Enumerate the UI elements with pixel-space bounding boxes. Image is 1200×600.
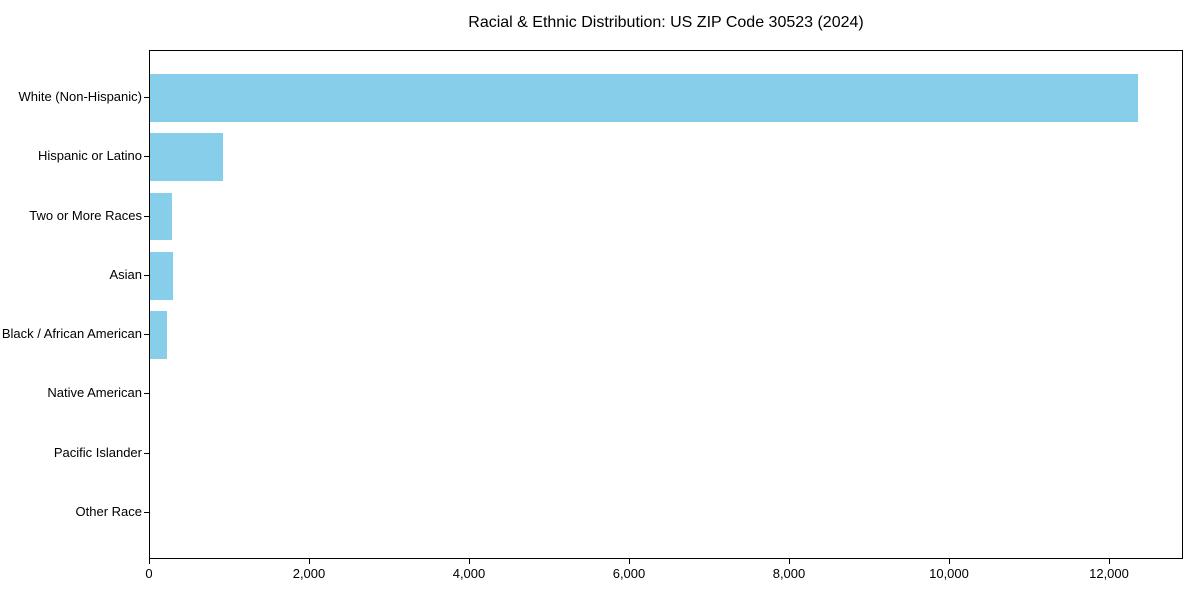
x-tick-label: 4,000 [452,566,486,581]
bar [150,74,1138,122]
bar [150,192,172,241]
y-tick-label: Pacific Islander [53,444,142,460]
y-tick-mark [144,96,149,98]
y-tick-label: Native American [47,385,142,401]
y-tick-label: White (Non-Hispanic) [18,88,142,104]
y-tick-mark [144,215,149,217]
x-tick-label: 2,000 [292,566,326,581]
chart-title: Racial & Ethnic Distribution: US ZIP Cod… [468,14,864,31]
y-tick-label: Asian [109,266,142,282]
x-tick-label: 12,000 [1089,566,1129,581]
y-tick-mark [144,393,149,395]
x-tick-mark [788,559,790,564]
y-tick-label: Hispanic or Latino [37,148,142,164]
x-tick-mark [308,559,310,564]
x-tick-mark [628,559,630,564]
y-tick-mark [144,334,149,336]
y-tick-mark [144,274,149,276]
x-tick-label: 8,000 [772,566,806,581]
plot-area [149,50,1183,559]
y-tick-label: Black / African American [1,326,142,342]
x-tick-label: 0 [145,566,153,581]
bar [150,133,223,181]
x-tick-mark [1108,559,1110,564]
y-tick-mark [144,156,149,158]
x-tick-mark [468,559,470,564]
y-tick-label: Other Race [75,504,142,520]
y-tick-mark [144,512,149,514]
y-tick-mark [144,452,149,454]
x-tick-mark [148,559,150,564]
x-tick-label: 6,000 [612,566,646,581]
y-tick-label: Two or More Races [29,207,142,223]
bar [150,311,167,359]
x-tick-mark [948,559,950,564]
x-tick-label: 10,000 [929,566,969,581]
bar [150,252,173,300]
